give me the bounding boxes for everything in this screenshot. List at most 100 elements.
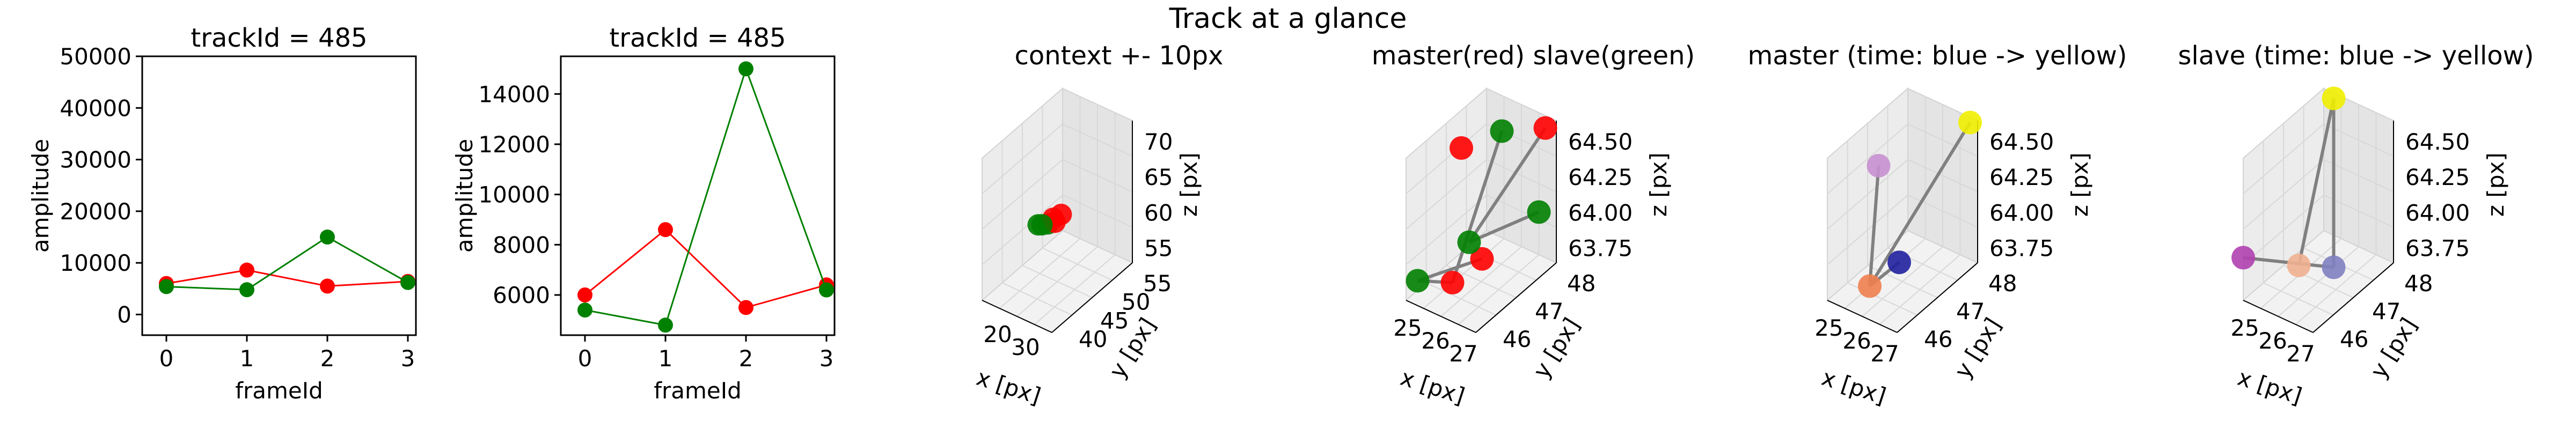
y-tick-label: 30000 [60, 147, 131, 173]
grid-line [2243, 123, 2324, 195]
series-1-point [577, 287, 592, 303]
scatter-point [1031, 214, 1053, 236]
x-tick-label: 3 [819, 345, 834, 372]
axis-edge [1827, 300, 1898, 333]
grid-line [2323, 123, 2394, 157]
grid-line [1827, 123, 1908, 195]
grid-line [1458, 254, 1540, 325]
chart-title: trackId = 485 [191, 23, 367, 53]
scatter-point [1440, 271, 1465, 294]
scatter-point [1050, 203, 1072, 225]
axis-edge [2312, 262, 2394, 333]
y-tick-label: 48 [1567, 270, 1596, 297]
axis-edge [1897, 262, 1978, 333]
x-tick-label: 20 [983, 321, 1012, 347]
series-line-2 [584, 66, 828, 326]
y-tick-label: 10000 [60, 250, 131, 276]
y-tick-label: 12000 [478, 131, 550, 158]
x-axis-label: x [px] [2235, 364, 2306, 409]
series-1-point [239, 262, 254, 278]
scatter-point [1867, 154, 1891, 177]
y-tick-label: 47 [2372, 298, 2401, 324]
chart-title: slave (time: blue -> yellow) [2178, 41, 2534, 71]
y-tick-label: 8000 [493, 232, 550, 258]
y-tick-label: 0 [117, 301, 131, 328]
x-axis-label: x [px] [1397, 364, 1468, 409]
scatter-point [1527, 200, 1551, 224]
z-tick-label: 64.25 [1568, 164, 1633, 190]
x-tick-label: 30 [1011, 334, 1040, 360]
track-connector [1868, 165, 1880, 286]
line-chart-2: trackId = 485 0 1 2 3 6000 8000 10000 12000 14000… [451, 23, 836, 404]
z-axis-label: z [px] [1645, 152, 1672, 217]
x-tick-label: 25 [1393, 315, 1422, 341]
y-tick-label: 6000 [493, 282, 550, 308]
y-tick-label: 45 [1100, 307, 1129, 334]
x-tick-label: 26 [1842, 328, 1871, 354]
scatter-point [1470, 247, 1494, 271]
y-tick-label: 48 [2404, 270, 2433, 297]
x-tick-label: 1 [240, 345, 254, 372]
scatter-point [1406, 269, 1430, 293]
axis-edge [982, 300, 1052, 333]
grid-line [1406, 123, 1487, 195]
y-tick-label: 46 [1503, 326, 1531, 352]
scatter-point [1887, 250, 1911, 275]
scatter-point [2287, 254, 2311, 277]
grid-line [1034, 254, 1116, 325]
z-axis-label: z [px] [2067, 152, 2093, 217]
z-tick-label: 64.50 [2405, 129, 2470, 155]
z-tick-label: 60 [1144, 199, 1173, 226]
axis-edge [1051, 262, 1133, 333]
scatter-point [1450, 136, 1473, 160]
z-tick-label: 64.00 [1989, 199, 2054, 226]
grid-line [1042, 247, 1113, 281]
scatter-point [1533, 116, 1557, 140]
series-2-point [159, 279, 174, 294]
y-axis-label: amplitude [451, 139, 478, 253]
x-tick-label: 0 [159, 345, 174, 372]
scatter-point [1858, 274, 1882, 298]
series-2-point [239, 282, 254, 298]
scatter-point [1490, 119, 1514, 143]
track-connector [1468, 127, 1547, 243]
x-tick-label: 26 [1421, 328, 1450, 354]
x-tick-label: 27 [2286, 341, 2315, 367]
series-1-point [658, 222, 673, 238]
grid-line [2295, 254, 2377, 325]
y-tick-label: 50000 [60, 43, 131, 70]
axis-edge [2243, 300, 2314, 333]
x-axis-label: x [px] [974, 364, 1044, 409]
grid-line [1022, 265, 1093, 298]
plot-frame [141, 55, 417, 336]
z-tick-label: 55 [1144, 235, 1173, 262]
x-tick-label: 26 [2258, 328, 2287, 354]
chart-title: master(red) slave(green) [1372, 41, 1695, 71]
z-tick-label: 64.00 [1568, 199, 1633, 226]
z-axis-label: z [px] [1176, 152, 1202, 217]
x-axis-label: frameId [654, 378, 742, 404]
y-tick-label: 40000 [60, 95, 131, 121]
x-axis-label: x [px] [1819, 364, 1890, 409]
scatter-point [2322, 86, 2346, 110]
scatter-point [1958, 110, 1982, 135]
series-2-point [658, 317, 673, 333]
z-tick-label: 64.00 [2405, 199, 2470, 226]
y-tick-label: 50 [1122, 289, 1150, 315]
series-2-point [320, 230, 335, 245]
x-tick-label: 2 [320, 345, 335, 372]
scatter-point [2322, 255, 2346, 279]
y-axis-label: amplitude [27, 139, 54, 253]
x-tick-label: 2 [739, 345, 753, 372]
chart-title: master (time: blue -> yellow) [1748, 41, 2127, 71]
z-tick-label: 63.75 [1989, 235, 2054, 262]
axis-edge [1475, 262, 1557, 333]
x-tick-label: 25 [1814, 315, 1843, 341]
line-chart-1: trackId = 485 0 1 2 3 0 10000 20000 30000 40000 50… [27, 23, 417, 404]
x-tick-label: 0 [578, 345, 592, 372]
z-tick-label: 65 [1144, 164, 1173, 190]
